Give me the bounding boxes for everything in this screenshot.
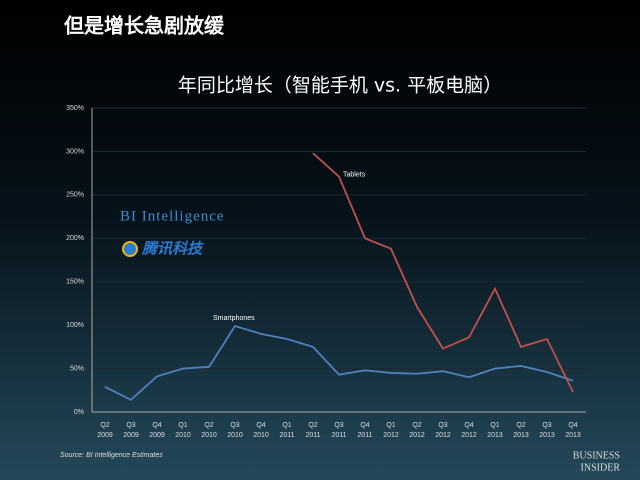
x-tick-label: 2011 (357, 432, 372, 439)
y-tick-label: 250% (66, 192, 84, 199)
x-tick-label: 2012 (383, 432, 399, 439)
x-tick-label: 2009 (123, 432, 139, 439)
x-tick-label: Q3 (438, 422, 447, 429)
y-tick-label: 50% (70, 365, 84, 372)
logo-insider: Insider (581, 462, 621, 473)
x-tick-label: 2012 (409, 432, 425, 439)
x-tick-label: Q2 (516, 422, 525, 429)
tencent-icon (122, 241, 138, 257)
x-tick-label: Q4 (152, 422, 161, 429)
x-tick-label: Q3 (334, 422, 343, 429)
x-tick-label: 2009 (97, 432, 113, 439)
line-series (104, 324, 574, 401)
x-tick-label: 2011 (331, 432, 346, 439)
x-tick-label: 2010 (201, 432, 217, 439)
x-tick-label: Q1 (282, 422, 291, 429)
y-tick-label: 350% (66, 105, 84, 112)
logo-business: Business (573, 450, 620, 461)
y-tick-label: 0% (74, 409, 84, 416)
tencent-logo: 腾讯科技 (141, 240, 204, 258)
x-tick-label: Q1 (178, 422, 187, 429)
slide-title: 但是增长急剧放缓 (64, 14, 225, 38)
x-tick-label: 2013 (513, 432, 529, 439)
y-tick-label: 100% (66, 322, 84, 329)
x-tick-label: Q1 (386, 422, 395, 429)
bi-logo: BI Intelligence (120, 208, 225, 224)
x-tick-label: Q2 (100, 422, 109, 429)
x-tick-label: Q3 (230, 422, 239, 429)
line-series (312, 152, 574, 393)
source: Source: BI Intelligence Estimates (60, 452, 163, 459)
x-tick-label: Q2 (204, 422, 213, 429)
x-tick-label: 2010 (227, 432, 243, 439)
x-tick-label: 2012 (461, 432, 477, 439)
series-label: Tablets (343, 171, 366, 178)
x-tick-label: Q4 (568, 422, 577, 429)
x-tick-label: 2009 (149, 432, 165, 439)
x-tick-label: Q1 (490, 422, 499, 429)
x-tick-label: Q4 (360, 422, 369, 429)
x-tick-label: 2013 (565, 432, 581, 439)
x-tick-label: Q4 (256, 422, 265, 429)
x-tick-label: 2012 (435, 432, 451, 439)
x-tick-label: Q2 (412, 422, 421, 429)
y-tick-label: 200% (66, 235, 84, 242)
x-tick-label: Q3 (542, 422, 551, 429)
x-tick-label: Q4 (464, 422, 473, 429)
chart-title: 年同比增长（智能手机 vs. 平板电脑） (178, 75, 502, 97)
x-tick-label: 2010 (253, 432, 269, 439)
y-tick-label: 150% (66, 279, 84, 286)
x-tick-label: 2010 (175, 432, 191, 439)
x-tick-label: Q2 (308, 422, 317, 429)
x-tick-label: 2011 (279, 432, 294, 439)
x-tick-label: 2013 (539, 432, 555, 439)
series-label: Smartphones (213, 315, 255, 322)
x-tick-label: Q3 (126, 422, 135, 429)
y-tick-label: 300% (66, 148, 84, 155)
x-tick-label: 2011 (305, 432, 320, 439)
x-tick-label: 2013 (487, 432, 503, 439)
